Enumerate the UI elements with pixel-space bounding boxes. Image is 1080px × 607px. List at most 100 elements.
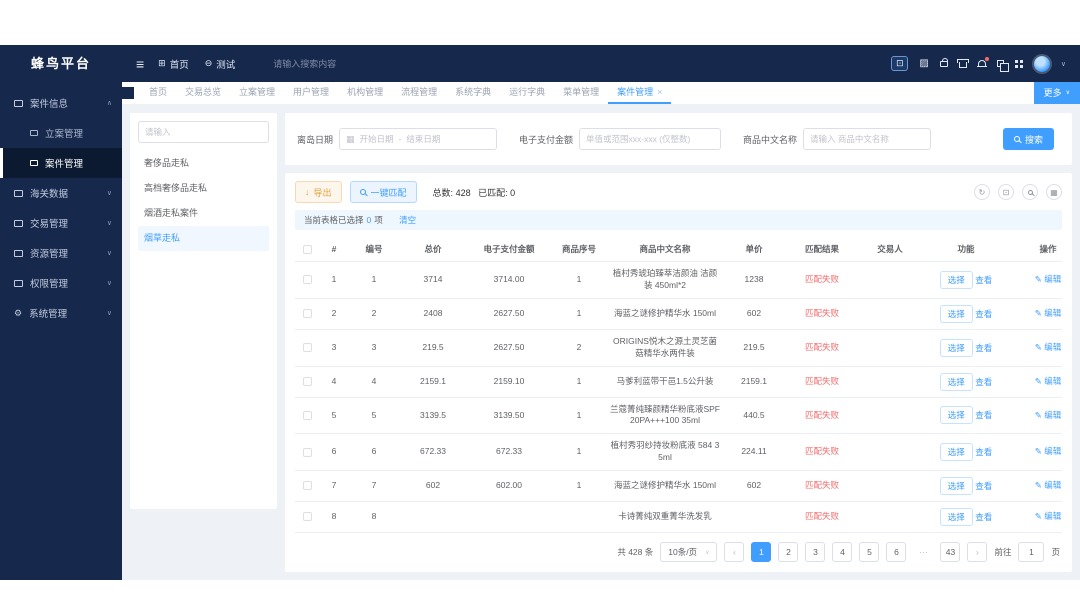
hamburger-icon[interactable]: ≡ [136,55,145,72]
product-name-input[interactable] [803,128,932,150]
tab-8[interactable]: 菜单管理 [554,82,608,104]
tab-1[interactable]: 交易总览 [176,82,230,104]
tab-0[interactable]: 首页 [140,82,176,104]
date-separator: - [398,134,402,144]
apps-grid-icon[interactable] [1014,59,1023,68]
edit-link[interactable]: ✎ 编辑 [1035,480,1062,490]
row-checkbox[interactable] [302,376,312,386]
category-item-3[interactable]: 烟草走私 [138,226,269,251]
sidebar-item-0-1[interactable]: 案件管理 [0,148,122,178]
sidebar-group-3[interactable]: 资源管理 ∨ [0,238,122,268]
select-button[interactable]: 选择 [939,477,973,496]
edit-link[interactable]: ✎ 编辑 [1035,342,1062,352]
row-checkbox[interactable] [302,309,312,319]
page-button-1[interactable]: 1 [751,542,772,562]
select-button[interactable]: 选择 [939,304,973,323]
cell-function: 选择 查看 [921,470,1011,503]
zoom-icon[interactable] [1022,184,1038,200]
cell-code: 2 [349,298,399,330]
select-button[interactable]: 选择 [939,508,973,527]
page-jump-input[interactable] [1018,542,1045,562]
layers-icon[interactable] [996,60,1009,72]
sidebar-group-1[interactable]: 海关数据 ∨ [0,178,122,208]
select-button[interactable]: 选择 [939,270,973,289]
row-checkbox[interactable] [302,410,312,420]
view-link[interactable]: 查看 [975,274,993,285]
edit-link[interactable]: ✎ 编辑 [1035,511,1062,521]
sidebar-group-0[interactable]: 案件信息 ∧ [0,88,122,118]
avatar[interactable] [1033,55,1050,72]
select-button[interactable]: 选择 [939,372,973,391]
cell-operation: ✎ 编辑 [1011,470,1062,503]
tab-scroll-left[interactable] [122,87,134,99]
prev-page-button[interactable]: ‹ [724,542,745,562]
navbar-search-input[interactable]: 请输入搜索内容 [273,59,337,69]
category-item-2[interactable]: 烟酒走私案件 [144,208,199,218]
row-checkbox[interactable] [302,447,312,457]
edit-link[interactable]: ✎ 编辑 [1035,308,1062,318]
select-all-checkbox[interactable] [302,245,312,255]
clear-selection-link[interactable]: 清空 [399,215,417,225]
table-row: 2 2 2408 2627.50 1 海蓝之谜修护精华水 150ml 602 匹配失败 选择 查… [295,298,1062,330]
view-link[interactable]: 查看 [975,410,993,421]
search-button[interactable]: 搜索 [1003,128,1055,150]
column-settings-icon[interactable]: ▦ [1046,184,1062,200]
page-button-2[interactable]: 2 [778,542,799,562]
category-search-input[interactable] [138,121,269,143]
fullscreen-icon[interactable]: ⊡ [998,184,1014,200]
edit-link[interactable]: ✎ 编辑 [1035,376,1062,386]
tab-7[interactable]: 运行字典 [500,82,554,104]
sidebar-item-0-0[interactable]: 立案管理 [0,118,122,148]
row-checkbox[interactable] [302,481,312,491]
date-range-picker[interactable]: ▦ 开始日期 - 结束日期 [339,128,498,150]
page-button-5[interactable]: 5 [859,542,880,562]
row-checkbox[interactable] [302,275,312,285]
page-button-6[interactable]: 6 [886,542,907,562]
notification-bell-icon[interactable] [976,57,989,67]
tab-3[interactable]: 用户管理 [284,82,338,104]
select-button[interactable]: 选择 [939,406,973,425]
theme-icon[interactable] [956,59,969,68]
sidebar-group-5[interactable]: ⚙ 系统管理 ∨ [0,298,122,328]
sidebar-group-2[interactable]: 交易管理 ∨ [0,208,122,238]
tab-2[interactable]: 立案管理 [230,82,284,104]
page-size-select[interactable]: 10条/页 ∨ [660,542,718,562]
edit-link[interactable]: ✎ 编辑 [1035,410,1062,420]
view-link[interactable]: 查看 [975,376,993,387]
tab-5[interactable]: 流程管理 [392,82,446,104]
amount-input[interactable] [579,128,722,150]
view-link[interactable]: 查看 [975,512,993,523]
one-click-match-button[interactable]: 一键匹配 [349,181,417,203]
tab-9[interactable]: 案件管理 × [608,82,672,104]
sidebar-group-4[interactable]: 权限管理 ∨ [0,268,122,298]
view-link[interactable]: 查看 [975,481,993,492]
edit-link[interactable]: ✎ 编辑 [1035,274,1062,284]
tabs-more-button[interactable]: 更多 ∨ [1033,82,1080,104]
chevron-down-icon[interactable]: ∨ [1060,60,1066,68]
column-header-3: 电子支付金额 [467,237,551,262]
row-checkbox[interactable] [302,512,312,522]
tab-4[interactable]: 机构管理 [338,82,392,104]
page-button-3[interactable]: 3 [805,542,826,562]
view-link[interactable]: 查看 [975,447,993,458]
edit-link[interactable]: ✎ 编辑 [1035,446,1062,456]
export-button[interactable]: ↓ 导出 [295,181,342,203]
row-checkbox[interactable] [302,342,312,352]
refresh-icon[interactable]: ↻ [974,184,990,200]
view-link[interactable]: 查看 [975,342,993,353]
nav-home[interactable]: ⊞ 首页 [158,57,189,71]
category-item-1[interactable]: 高档奢侈品走私 [144,183,208,193]
nav-test[interactable]: ⊖ 测试 [205,57,236,71]
select-button[interactable]: 选择 [939,443,973,462]
view-link[interactable]: 查看 [975,308,993,319]
select-button[interactable]: 选择 [939,338,973,357]
next-page-button[interactable]: › [967,542,988,562]
page-button-4[interactable]: 4 [832,542,853,562]
page-button-43[interactable]: 43 [940,542,961,562]
tab-6[interactable]: 系统字典 [446,82,500,104]
monitor-icon[interactable]: ⊡ [891,56,909,71]
category-item-0[interactable]: 奢侈品走私 [144,158,190,168]
screenshot-icon[interactable]: ▨ [919,57,929,69]
tab-close-icon[interactable]: × [657,86,663,97]
lock-icon[interactable] [939,57,948,67]
